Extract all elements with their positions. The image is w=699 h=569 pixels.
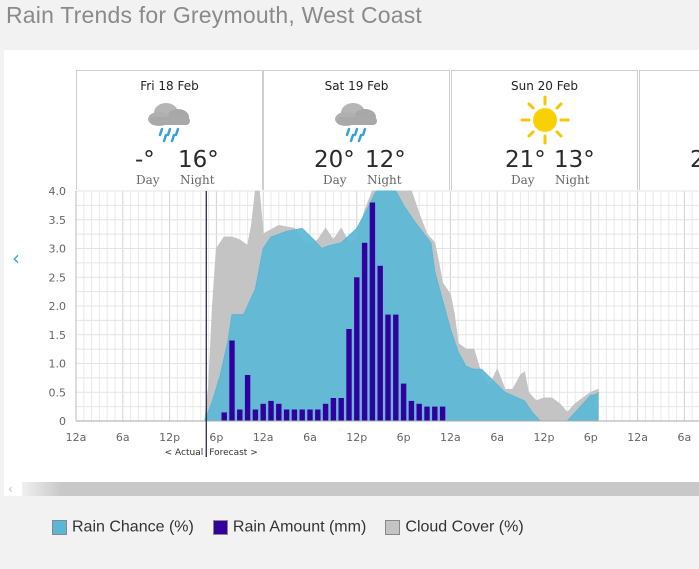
- previous-day-button[interactable]: ‹: [12, 246, 20, 270]
- rain-amount-bar: [330, 398, 337, 421]
- rain-amount-bar: [260, 403, 266, 422]
- rain-amount-bar: [252, 409, 259, 421]
- rain-amount-bar: [400, 383, 407, 421]
- x-tick-label: 6a: [303, 431, 317, 444]
- rain-cloud-icon: [147, 103, 190, 143]
- day-temp: 20°: [314, 147, 355, 173]
- rain-amount-layer: [221, 202, 446, 422]
- day-label: Sat 19 Feb: [324, 79, 389, 93]
- legend-swatch: [212, 519, 228, 535]
- legend-item-rain-amount[interactable]: Rain Amount (mm): [212, 517, 367, 537]
- x-tick-label: 12a: [253, 431, 274, 444]
- rain-amount-bar: [283, 409, 290, 421]
- legend-swatch: [385, 519, 401, 535]
- x-tick-label: 12a: [440, 431, 461, 444]
- x-tick-label: 12p: [159, 431, 180, 444]
- rain-amount-bar: [369, 202, 376, 421]
- rain-amount-bar: [416, 403, 422, 422]
- y-tick-label: 2.0: [49, 300, 67, 313]
- rain-amount-bar: [354, 277, 360, 422]
- rain-amount-bar: [338, 398, 344, 421]
- day-card-sun: Sun 20 Feb 21° Day 13° Night: [451, 70, 638, 190]
- rain-amount-bar: [377, 265, 383, 422]
- day-card-next: 2: [639, 70, 699, 190]
- day-temp-label: Day: [511, 173, 535, 187]
- legend: Rain Chance (%) Rain Amount (mm) Cloud C…: [52, 516, 538, 540]
- night-temp: 16°: [178, 147, 219, 173]
- legend-label: Rain Chance (%): [72, 518, 194, 536]
- night-temp: 13°: [554, 147, 595, 173]
- x-tick-label: 12p: [346, 431, 367, 444]
- legend-item-cloud-cover[interactable]: Cloud Cover (%): [385, 517, 524, 537]
- rain-amount-bar: [322, 403, 329, 422]
- x-tick-label: 6a: [116, 431, 130, 444]
- day-card-fri: Fri 18 Feb -° Day 16° Night: [76, 70, 263, 190]
- y-tick-label: 4.0: [49, 185, 67, 198]
- x-tick-label: 6p: [397, 431, 411, 444]
- rain-amount-bar: [315, 409, 321, 421]
- rain-amount-bar: [299, 409, 305, 421]
- rain-amount-bar: [221, 412, 227, 421]
- day-label: Sun 20 Feb: [511, 79, 578, 93]
- x-tick-label: 6p: [209, 431, 223, 444]
- y-tick-label: 0: [59, 415, 66, 428]
- day-temp-label: Day: [136, 173, 160, 187]
- rain-amount-bar: [276, 403, 282, 422]
- page-title: Rain Trends for Greymouth, West Coast: [6, 2, 423, 28]
- legend-label: Rain Amount (mm): [232, 518, 367, 536]
- night-temp-label: Night: [555, 173, 590, 187]
- rain-amount-bar: [432, 406, 438, 421]
- legend-label: Cloud Cover (%): [405, 518, 524, 536]
- actual-label: < Actual: [165, 448, 204, 458]
- cloud-cover-area-outline: [76, 190, 599, 422]
- day-temp-label: Day: [323, 173, 347, 187]
- rain-amount-bar: [268, 400, 274, 421]
- y-tick-label: 0.5: [49, 386, 67, 399]
- forecast-label: Forecast >: [209, 448, 258, 458]
- rain-amount-bar: [385, 314, 391, 421]
- horizontal-scrollbar[interactable]: [22, 482, 699, 496]
- rain-cloud-icon: [334, 103, 377, 143]
- night-temp-label: Night: [367, 173, 402, 187]
- y-tick-label: 2.5: [49, 271, 67, 284]
- day-temp: -°: [135, 147, 155, 173]
- rain-amount-bar: [361, 242, 368, 422]
- rain-amount-bar: [393, 314, 399, 421]
- x-tick-label: 12p: [534, 431, 555, 444]
- scroll-left-icon[interactable]: ‹: [8, 482, 13, 496]
- y-tick-label: 3.5: [49, 214, 67, 227]
- sun-icon: [520, 95, 569, 145]
- y-tick-label: 1.0: [49, 358, 67, 371]
- rain-amount-bar: [237, 409, 243, 421]
- day-label: Fri 18 Feb: [140, 79, 199, 93]
- y-tick-label: 3.0: [49, 243, 67, 256]
- night-temp: 12°: [365, 147, 406, 173]
- rain-amount-bar: [229, 340, 235, 421]
- night-temp-label: Night: [180, 173, 215, 187]
- legend-swatch: [52, 519, 67, 535]
- rain-amount-bar: [244, 375, 251, 421]
- day-card-sat: Sat 19 Feb 20° Day 12° Night: [263, 70, 450, 190]
- rain-amount-bar: [408, 400, 415, 421]
- day-temp: 21°: [505, 147, 546, 173]
- rain-amount-bar: [291, 409, 298, 421]
- y-tick-label: 1.5: [49, 329, 67, 342]
- x-tick-label: 6a: [678, 431, 692, 444]
- legend-item-rain-chance[interactable]: Rain Chance (%): [52, 517, 194, 537]
- rain-amount-bar: [439, 406, 446, 421]
- rain-amount-bar: [424, 406, 430, 421]
- x-tick-label: 12a: [627, 431, 648, 444]
- x-tick-label: 12a: [66, 431, 87, 444]
- day-temp: 2: [690, 147, 699, 173]
- rain-chance-area: [76, 191, 599, 421]
- x-tick-label: 6p: [584, 431, 598, 444]
- x-tick-label: 6a: [490, 431, 504, 444]
- rain-amount-bar: [307, 409, 313, 421]
- rain-amount-bar: [346, 329, 352, 421]
